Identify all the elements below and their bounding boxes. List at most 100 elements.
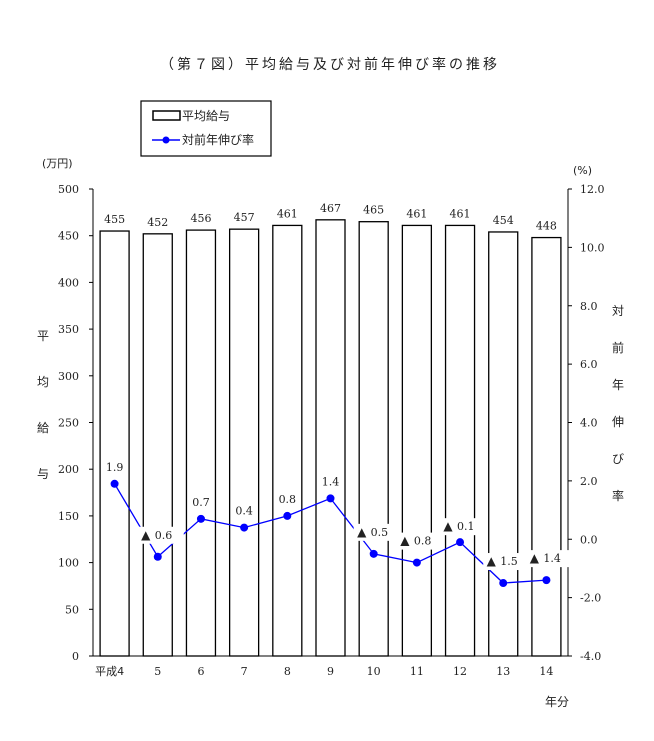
bar <box>315 219 346 657</box>
bar-value-label: 465 <box>363 204 384 217</box>
x-tick-label: 9 <box>327 665 334 678</box>
legend-bar-label: 平均給与 <box>182 109 230 123</box>
growth-point <box>240 523 249 532</box>
left-axis-label-char: 与 <box>37 467 49 481</box>
x-tick-label: 13 <box>496 665 510 678</box>
bar <box>99 230 130 657</box>
growth-value-label: 0.5 <box>371 526 389 539</box>
growth-point <box>412 558 421 567</box>
left-tick-label: 0 <box>72 650 79 663</box>
right-tick-label: 8.0 <box>580 300 598 313</box>
legend-bar-swatch <box>152 110 181 121</box>
right-tick-label: 0.0 <box>580 533 598 546</box>
right-axis-label-char: 伸 <box>612 415 624 429</box>
bar <box>358 221 389 657</box>
growth-point <box>542 576 551 585</box>
label-bg <box>353 523 400 541</box>
x-tick-label: 5 <box>154 665 161 678</box>
growth-value-label: 0.7 <box>192 496 210 509</box>
x-tick-label: 平成4 <box>95 665 124 678</box>
bar-value-label: 461 <box>277 207 298 220</box>
right-axis-label-char: 率 <box>612 488 624 503</box>
negative-marker: ▲ <box>400 534 410 548</box>
left-axis-label-char: 均 <box>37 375 49 389</box>
growth-point <box>326 494 335 503</box>
right-tick-label: -4.0 <box>580 650 601 663</box>
x-tick-label: 11 <box>410 665 424 678</box>
left-tick-label: 150 <box>58 510 79 523</box>
bar-value-label: 461 <box>406 207 427 220</box>
right-tick-label: 2.0 <box>580 475 598 488</box>
negative-marker: ▲ <box>443 519 453 533</box>
negative-marker: ▲ <box>141 528 151 542</box>
bar <box>444 224 476 657</box>
bar-value-label: 455 <box>104 213 125 226</box>
right-tick-label: 12.0 <box>580 183 605 196</box>
growth-value-label: 1.5 <box>500 555 518 568</box>
label-bg <box>137 526 184 544</box>
bar <box>401 224 433 657</box>
chart-title: （第７図）平均給与及び対前年伸び率の推移 <box>160 56 500 73</box>
bar-value-label: 461 <box>450 207 471 220</box>
x-axis-label: 年分 <box>545 695 569 709</box>
left-tick-label: 250 <box>58 417 79 430</box>
bar-value-label: 454 <box>493 214 514 227</box>
right-tick-label: -2.0 <box>580 592 601 605</box>
bar-value-label: 457 <box>234 211 255 224</box>
left-tick-label: 500 <box>58 183 79 196</box>
bar <box>531 236 562 657</box>
x-tick-label: 7 <box>241 665 248 678</box>
bar-value-label: 456 <box>190 212 211 225</box>
right-tick-label: 10.0 <box>580 241 605 254</box>
bar-value-label: 452 <box>147 216 168 229</box>
growth-point <box>110 479 119 488</box>
bar <box>272 224 303 657</box>
right-axis-unit: (%) <box>573 164 592 177</box>
label-bg <box>396 532 443 550</box>
left-tick-label: 100 <box>58 557 79 570</box>
bar <box>142 233 173 657</box>
negative-marker: ▲ <box>487 554 497 568</box>
bar <box>185 229 217 657</box>
legend-line-swatch <box>162 136 170 144</box>
left-tick-label: 450 <box>58 230 79 243</box>
right-axis-label-char: 前 <box>612 340 624 355</box>
growth-value-label: 1.4 <box>543 552 561 565</box>
left-tick-label: 350 <box>58 323 79 336</box>
right-axis-label-char: び <box>612 452 624 466</box>
label-bg <box>483 553 530 571</box>
left-tick-label: 200 <box>58 463 79 476</box>
bar <box>488 231 519 657</box>
legend: 平均給与 対前年伸び率 <box>140 100 272 157</box>
x-tick-label: 8 <box>284 665 291 678</box>
growth-value-label: 1.4 <box>322 475 340 488</box>
left-tick-label: 300 <box>58 370 79 383</box>
growth-point <box>456 538 465 547</box>
x-tick-label: 10 <box>367 665 381 678</box>
left-axis-unit: (万円) <box>42 157 73 170</box>
growth-value-label: 0.1 <box>457 520 475 533</box>
x-tick-label: 12 <box>453 665 467 678</box>
growth-point <box>283 511 292 520</box>
left-tick-label: 400 <box>58 276 79 289</box>
growth-point <box>196 514 205 523</box>
growth-point <box>369 549 378 558</box>
growth-value-label: 0.4 <box>235 505 253 518</box>
bar <box>228 228 260 657</box>
negative-marker: ▲ <box>530 551 540 565</box>
left-axis-label-char: 平 <box>37 329 49 343</box>
label-bg <box>440 518 487 536</box>
right-axis-label-char: 年 <box>612 378 624 392</box>
growth-value-label: 0.6 <box>155 529 173 542</box>
bar-value-label: 448 <box>536 220 557 233</box>
left-tick-label: 50 <box>65 603 79 616</box>
growth-point <box>153 552 162 561</box>
left-axis-label-char: 給 <box>37 421 49 435</box>
growth-point <box>499 579 508 588</box>
bar-value-label: 467 <box>320 202 341 215</box>
growth-value-label: 0.8 <box>279 493 297 506</box>
label-bg <box>526 550 573 568</box>
x-tick-label: 14 <box>539 665 553 678</box>
x-tick-label: 6 <box>197 665 204 678</box>
